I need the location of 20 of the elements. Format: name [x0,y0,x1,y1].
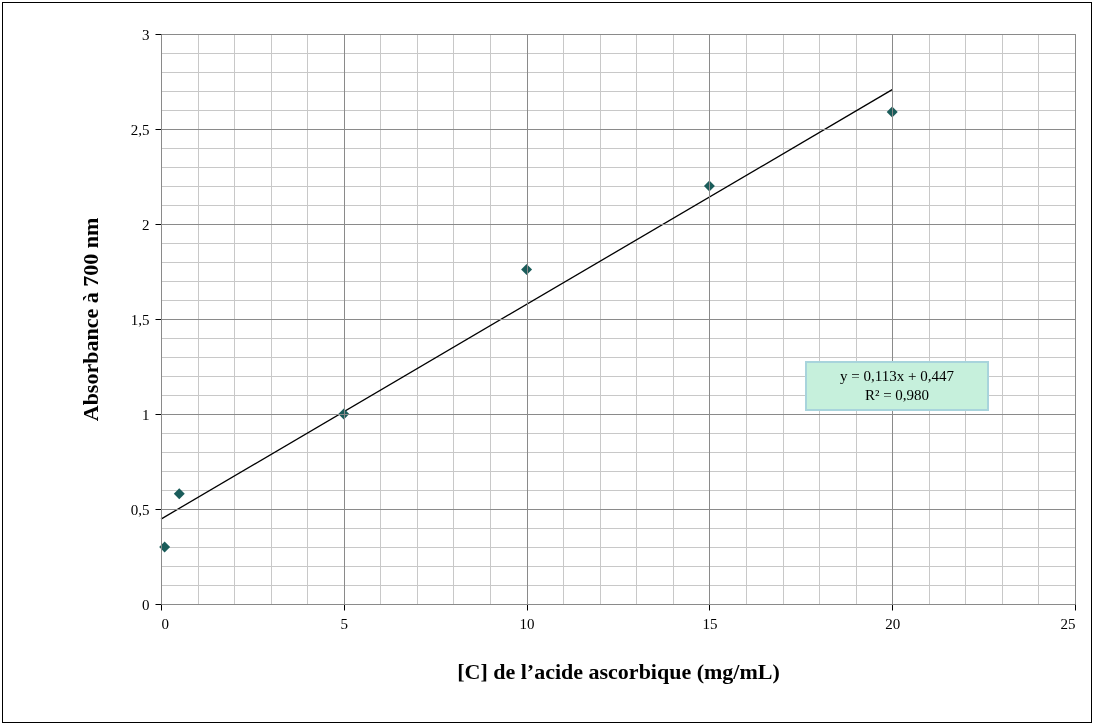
y-tick-label: 0,5 [130,501,150,518]
x-tick-label: 10 [519,615,535,632]
y-axis-title: Absorbance à 700 nm [77,217,103,422]
x-tick-label: 20 [885,615,901,632]
x-tick-label: 5 [340,615,349,632]
equation-box: y = 0,113x + 0,447 R² = 0,980 [805,361,989,411]
annotation: R² = 0,980 [863,386,931,405]
y-tick-label: 1,5 [130,311,150,328]
x-tick-label: 25 [1060,615,1076,632]
y-tick-label: 2 [142,216,150,233]
y-tick-label: 2,5 [130,121,150,138]
point [173,488,185,500]
x-axis-title: [C] de l’acide ascorbique (mg/mL) [457,658,780,684]
x-tick-label: 0 [161,615,169,632]
annotation: y = 0,113x + 0,447 [839,367,955,386]
y-tick-label: 3 [142,26,150,43]
x-tick-label: 15 [702,615,718,632]
point [159,541,171,553]
y-tick-label: 0 [142,596,150,613]
y-tick-label: 1 [142,406,150,423]
